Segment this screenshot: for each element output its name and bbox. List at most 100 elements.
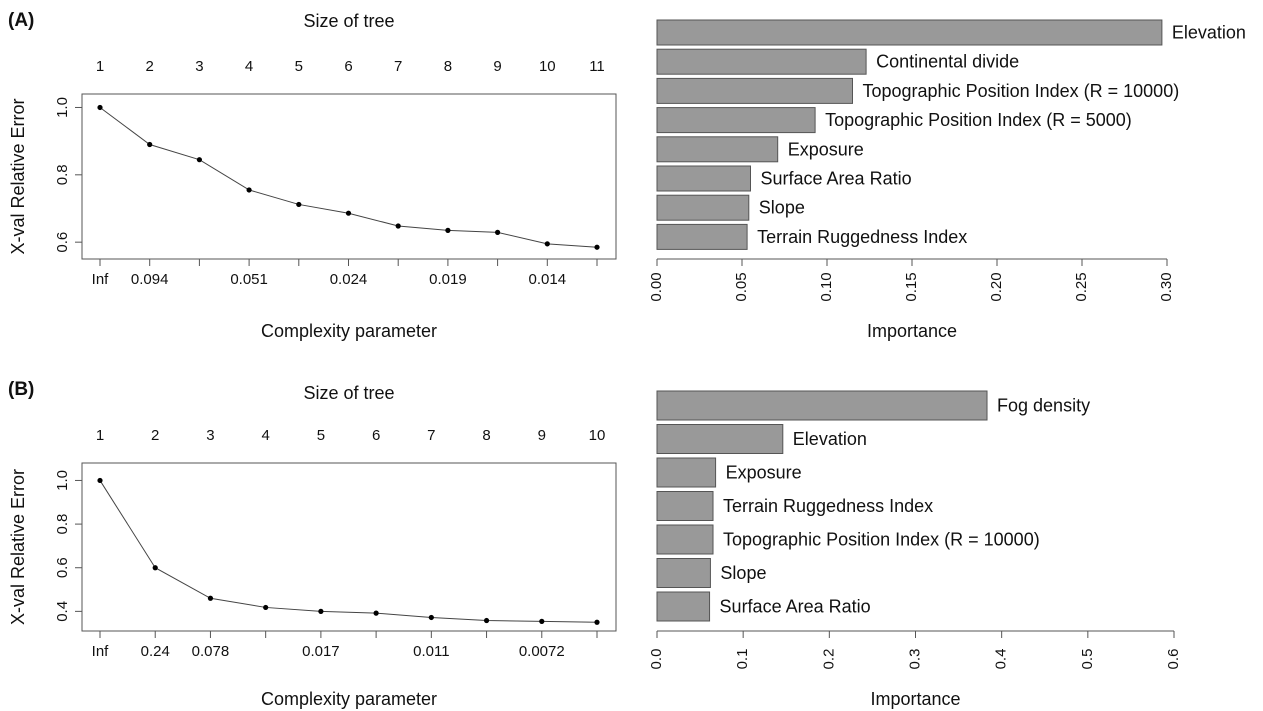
panel-a-importance-bar-label: Terrain Ruggedness Index [757,227,967,247]
panel-a-cp-top-tick-label: 6 [344,58,352,75]
panel-a-importance-bar [656,223,748,250]
panel-a-importance-bar [656,48,867,75]
panel-b-importance-bar [656,591,711,622]
panel-b-cp-error-point [594,619,600,625]
panel-b-importance-x-tick-label: 0.0 [648,649,665,670]
panel-a-cp-error-point [544,241,550,247]
panel-b-importance-bar [656,390,988,421]
panel-a-cp-left-tick-label: 0.8 [54,164,71,185]
panel-a-cp-left-tick-label: 1.0 [54,97,71,118]
panel-a-importance-x-tick-label: 0.30 [1158,272,1175,301]
panel-a-cp-x-axis-title: Complexity parameter [261,321,437,341]
panel-a-cp-top-axis-title: Size of tree [303,11,394,31]
panel-a-cp-error-point [296,201,302,208]
panel-b-cp-top-tick-label: 1 [96,427,104,444]
panel-a-cp-bottom-tick-label: 0.094 [131,271,169,288]
panel-b-cp-left-tick-label: 0.6 [54,557,71,578]
panel-a-cp-left-tick-label: 0.6 [54,232,71,253]
panel-a-cp-error-point [97,104,103,111]
panel-b-cp-bottom-tick-label: 0.0072 [519,643,565,660]
panel-b-cp-error-line [99,480,598,623]
panel-a-cp-error-point [594,244,600,250]
panel-b-importance-bar [656,457,717,488]
panel-a-importance-bar [656,77,853,104]
panel-b-importance-x-tick-label: 0.4 [993,649,1010,670]
panel-b-cp-plot-box [81,462,617,632]
panel-b-cp-bottom-tick-label: 0.011 [413,643,449,660]
panel-a-cp-bottom-tick-label: Inf [92,271,110,288]
panel-b-cp-error-point [318,608,324,614]
panel-b-importance-bar-label: Terrain Ruggedness Index [723,496,933,516]
panel-b-cp-top-tick-label: 9 [538,427,546,444]
panel-a-cp-top-tick-label: 11 [589,58,605,75]
importance-chart-b: Fog density Elevation Exposure Terrain Rugg… [648,390,1182,709]
panel-b-importance-bar [656,524,714,555]
panel-a-cp-error-point [445,227,451,233]
panel-b-cp-top-tick-label: 6 [372,427,380,444]
panel-a-cp-bottom-tick-label: 0.014 [529,271,567,288]
panel-b-cp-top-tick-label: 7 [427,427,435,444]
panel-a-cp-top-tick-label: 4 [245,58,253,75]
panel-a-importance-bar [656,107,816,134]
panel-b-importance-bar [656,424,784,454]
panel-a-importance-x-tick-label: 0.05 [733,272,750,301]
panel-b-cp-error-point [263,604,269,611]
panel-b-cp-left-tick-label: 1.0 [54,470,71,491]
panel-b-importance-x-tick-label: 0.5 [1079,649,1096,670]
panel-a-cp-top-tick-label: 7 [394,58,402,75]
panel-b-importance-bar-label: Slope [720,563,766,583]
panel-a-importance-bar-label: Surface Area Ratio [761,169,912,189]
panel-a-cp-error-line [99,107,598,248]
panel-a-cp-bottom-tick-label: 0.024 [330,271,368,288]
panel-b-cp-error-point [539,618,545,624]
panel-b-importance-bar-label: Fog density [997,396,1090,416]
panel-b-cp-error-point [152,565,158,571]
panel-b-cp-top-tick-label: 8 [482,427,490,444]
importance-chart-a: Elevation Continental divide Topographic P… [648,19,1246,341]
panel-a-importance-bar-label: Exposure [788,139,864,159]
panel-a-importance-x-tick-label: 0.25 [1073,272,1090,301]
panel-a-cp-error-point [395,223,401,229]
panel-b-importance-bar-label: Surface Area Ratio [720,597,871,617]
panel-b-cp-left-tick-label: 0.4 [54,601,71,622]
panel-b-cp-error-point [97,477,103,484]
panel-a-cp-top-tick-label: 10 [539,58,556,75]
panel-b-importance-x-tick-label: 0.6 [1165,649,1182,670]
panel-b-cp-top-tick-label: 5 [317,427,325,444]
panel-b-cp-x-axis-title: Complexity parameter [261,689,437,709]
panel-a-importance-x-tick-label: 0.15 [903,272,920,301]
panel-b-cp-top-tick-label: 3 [206,427,214,444]
panel-a-cp-error-point [246,187,252,193]
panel-b-importance-x-tick-label: 0.2 [820,649,837,670]
panel-a-importance-x-tick-label: 0.10 [818,272,835,301]
panel-b-cp-bottom-tick-label: Inf [92,643,110,660]
panel-a-importance-bar-label: Elevation [1172,23,1246,43]
panel-a-cp-error-point [345,210,352,216]
panel-a-cp-error-point [495,229,501,235]
panel-a-cp-top-tick-label: 8 [444,58,452,75]
panel-b-importance-bar-label: Exposure [726,463,802,483]
panel-b-importance-x-axis-title: Importance [870,689,960,709]
panel-a-importance-bar-label: Topographic Position Index (R = 10000) [863,81,1180,101]
panel-a-importance-bar [656,194,750,221]
panel-a-cp-plot-box [81,93,617,260]
panel-a-importance-x-tick-label: 0.00 [648,272,665,301]
panel-b-importance-bar [656,558,711,588]
panel-b-cp-left-tick-label: 0.8 [54,514,71,535]
panel-a-cp-bottom-tick-label: 0.019 [429,271,467,288]
panel-a-importance-x-tick-label: 0.20 [988,272,1005,301]
panel-b-cp-error-point [428,614,434,621]
cp-plot-b: Size of tree Complexity parameter X-val Re… [8,383,617,709]
panel-b-cp-y-axis-title: X-val Relative Error [8,469,28,625]
panel-a-cp-error-point [147,141,153,148]
panel-b-cp-top-axis-title: Size of tree [303,383,394,403]
panel-b-importance-x-tick-label: 0.3 [906,649,923,670]
panel-b-cp-top-tick-label: 4 [261,427,269,444]
panel-a-cp-top-tick-label: 3 [195,58,203,75]
panel-b-cp-error-point [373,610,379,616]
panel-b-importance-x-tick-label: 0.1 [734,649,751,670]
panel-a-cp-y-axis-title: X-val Relative Error [8,98,28,254]
panel-a-importance-bar [656,19,1163,46]
panel-b-cp-top-tick-label: 2 [151,427,159,444]
